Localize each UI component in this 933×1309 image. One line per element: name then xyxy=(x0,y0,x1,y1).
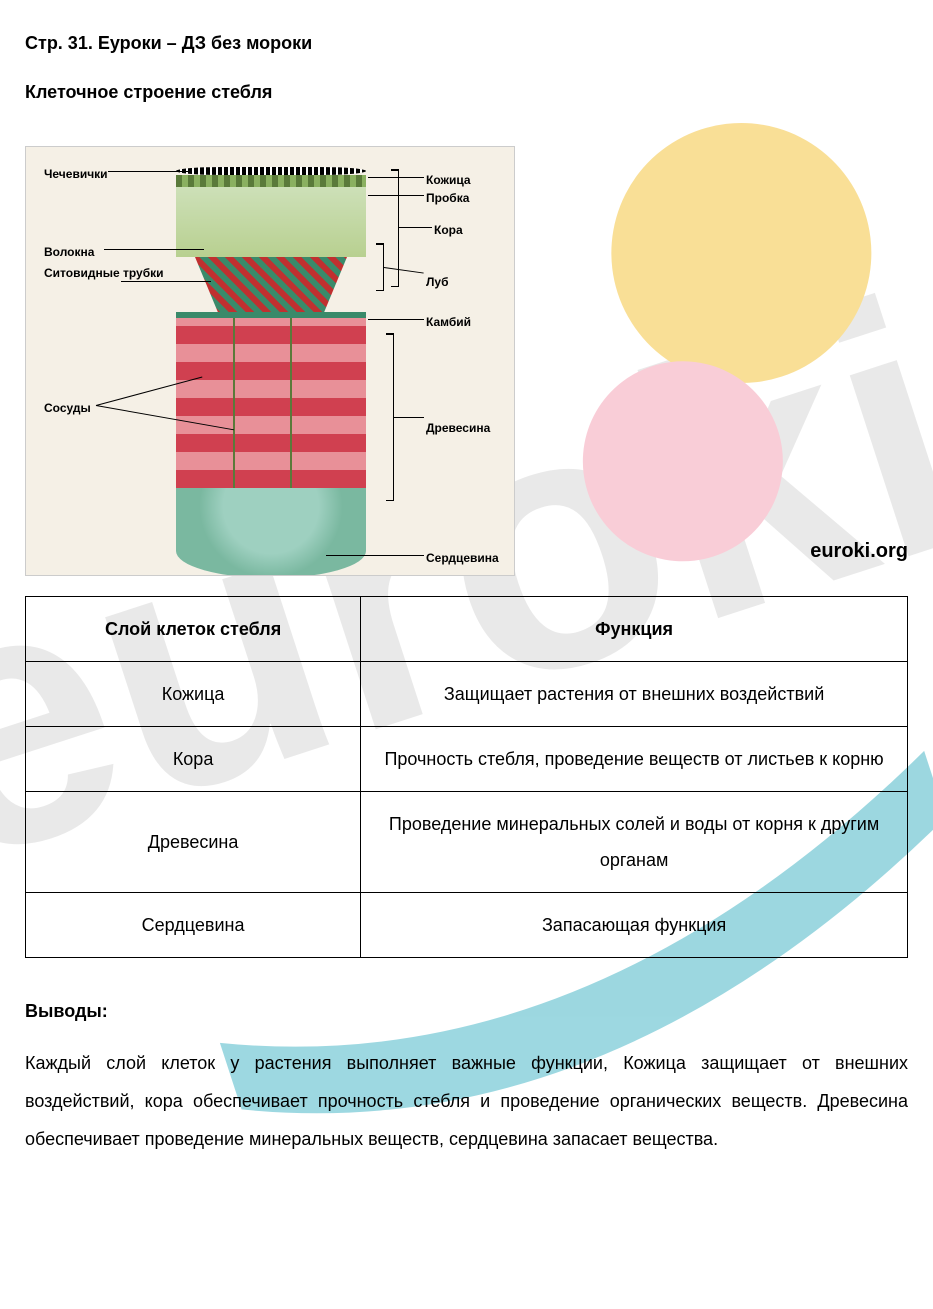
label-cork: Пробка xyxy=(426,189,469,207)
label-bark: Кора xyxy=(434,221,463,239)
layer-pith xyxy=(176,488,366,576)
layer-cortex xyxy=(176,187,366,257)
cell-layer: Кожица xyxy=(26,662,361,727)
page-header: Стр. 31. Еуроки – ДЗ без мороки xyxy=(25,30,908,57)
label-vessels: Сосуды xyxy=(44,399,91,417)
label-lenticels: Чечевички xyxy=(44,165,108,183)
layer-epidermis xyxy=(176,175,366,187)
cell-layer: Древесина xyxy=(26,792,361,893)
cell-function: Прочность стебля, проведение веществ от … xyxy=(361,727,908,792)
cell-layer: Сердцевина xyxy=(26,893,361,958)
conclusion-text: Каждый слой клеток у растения выполняет … xyxy=(25,1045,908,1158)
label-pith: Сердцевина xyxy=(426,549,499,567)
cell-layer: Кора xyxy=(26,727,361,792)
layer-phloem xyxy=(195,257,347,312)
table-row: Кора Прочность стебля, проведение вещест… xyxy=(26,727,908,792)
conclusion-heading: Выводы: xyxy=(25,998,908,1025)
label-wood: Древесина xyxy=(426,419,490,437)
col-header-layer: Слой клеток стебля xyxy=(26,597,361,662)
layer-xylem xyxy=(176,318,366,488)
section-title: Клеточное строение стебля xyxy=(25,79,908,106)
label-bast: Луб xyxy=(426,273,449,291)
col-header-function: Функция xyxy=(361,597,908,662)
site-link: euroki.org xyxy=(810,536,908,566)
table-row: Сердцевина Запасающая функция xyxy=(26,893,908,958)
table-header-row: Слой клеток стебля Функция xyxy=(26,597,908,662)
cell-function: Проведение минеральных солей и воды от к… xyxy=(361,792,908,893)
stem-diagram: Чечевички Волокна Ситовидные трубки Сосу… xyxy=(25,146,515,576)
functions-table: Слой клеток стебля Функция Кожица Защища… xyxy=(25,596,908,958)
label-fibers: Волокна xyxy=(44,243,94,261)
label-cambium: Камбий xyxy=(426,313,471,331)
label-sieve-tubes: Ситовидные трубки xyxy=(44,267,163,280)
label-epidermis: Кожица xyxy=(426,171,471,189)
cell-function: Запасающая функция xyxy=(361,893,908,958)
table-row: Древесина Проведение минеральных солей и… xyxy=(26,792,908,893)
cell-function: Защищает растения от внешних воздействий xyxy=(361,662,908,727)
table-row: Кожица Защищает растения от внешних возд… xyxy=(26,662,908,727)
layer-lenticels xyxy=(176,167,366,175)
